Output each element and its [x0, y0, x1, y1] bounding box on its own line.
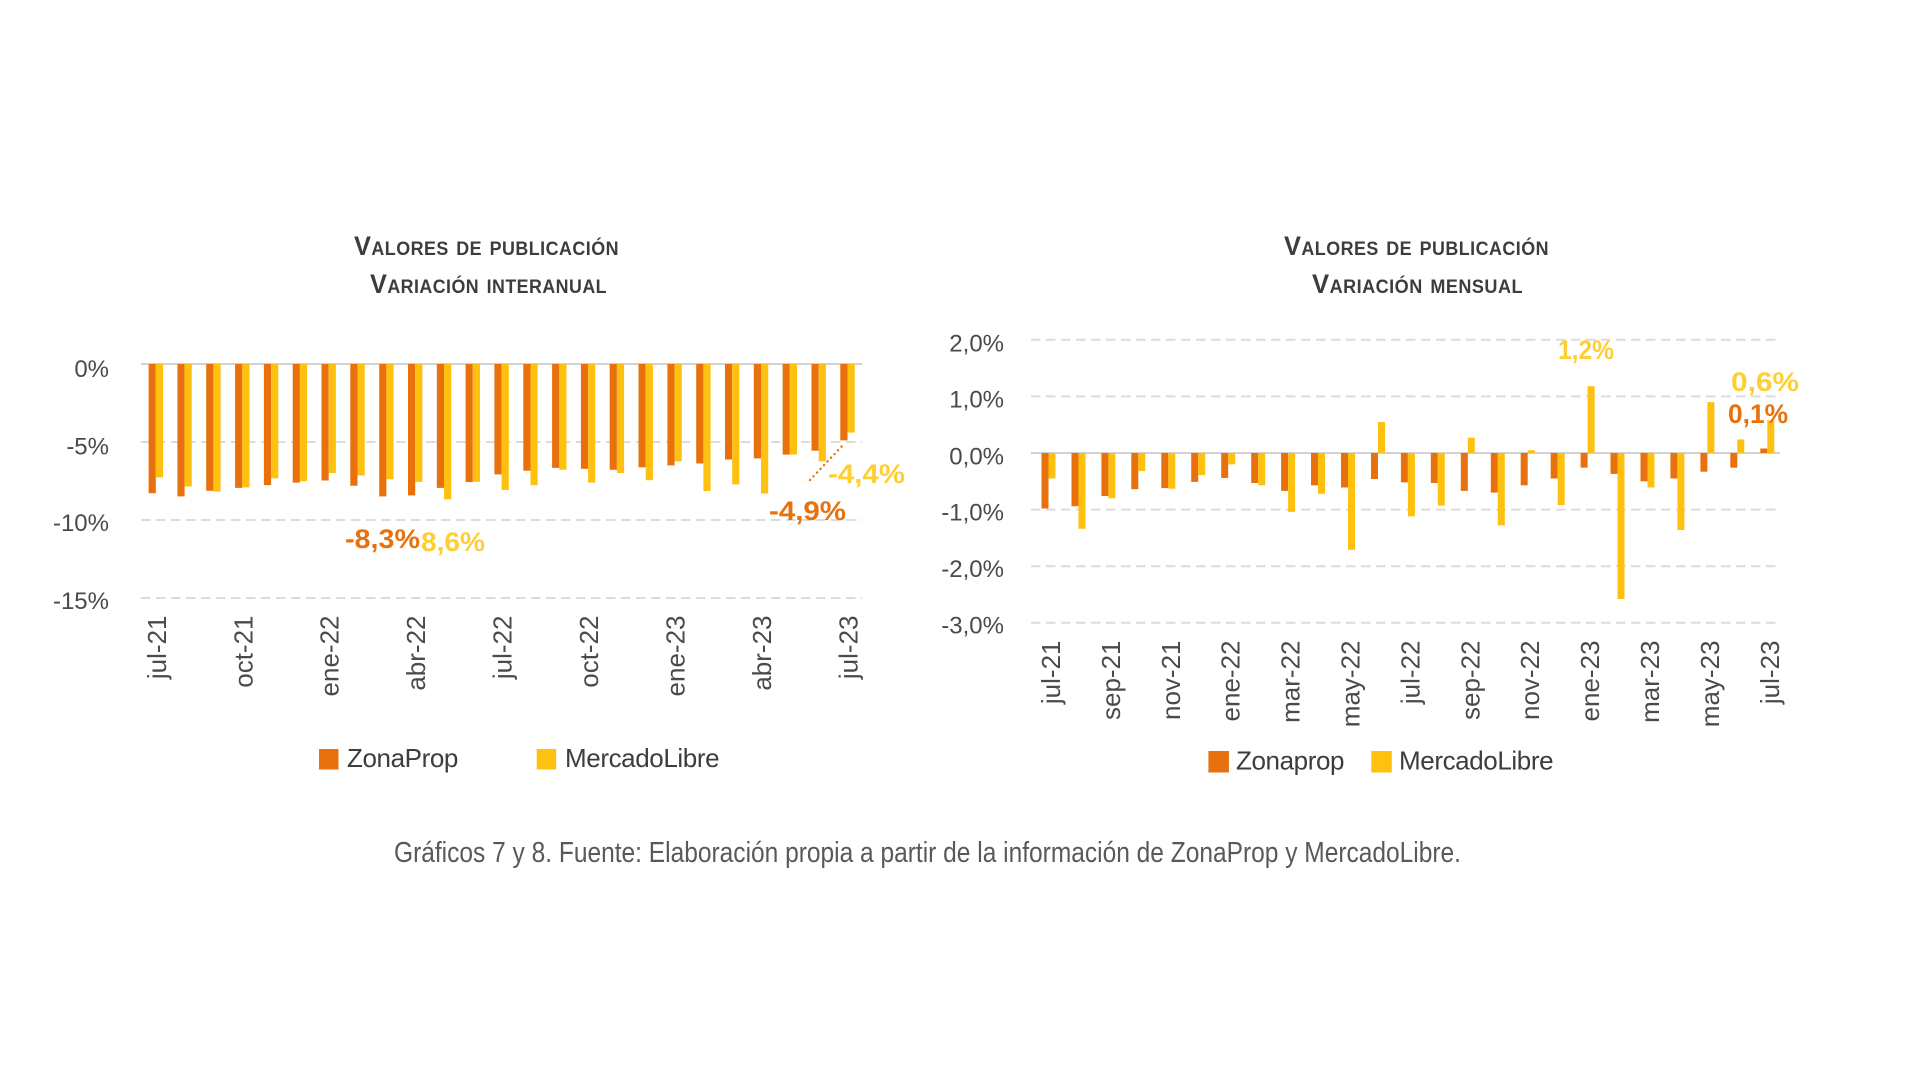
svg-text:nov-22: nov-22: [1515, 641, 1545, 721]
svg-text:-3,0%: -3,0%: [941, 612, 1004, 639]
svg-text:1,0%: 1,0%: [949, 386, 1004, 413]
svg-text:may-22: may-22: [1336, 641, 1366, 728]
svg-text:-15%: -15%: [53, 588, 109, 615]
svg-text:Variación interanual: Variación interanual: [370, 269, 607, 299]
svg-text:ene-23: ene-23: [1575, 641, 1605, 722]
svg-text:-1,0%: -1,0%: [941, 499, 1004, 526]
svg-text:sep-22: sep-22: [1455, 641, 1485, 721]
svg-text:-4,9%: -4,9%: [769, 496, 846, 526]
svg-text:sep-21: sep-21: [1096, 641, 1126, 721]
svg-text:MercadoLibre: MercadoLibre: [1399, 745, 1553, 775]
svg-text:jul-22: jul-22: [488, 616, 518, 681]
svg-text:ene-23: ene-23: [661, 616, 691, 697]
svg-text:0%: 0%: [74, 356, 109, 383]
svg-text:ene-22: ene-22: [1216, 641, 1246, 722]
svg-text:1,2%: 1,2%: [1558, 335, 1614, 365]
svg-text:2,0%: 2,0%: [949, 331, 1004, 358]
svg-text:jul-21: jul-21: [142, 616, 172, 681]
svg-text:jul-22: jul-22: [1395, 641, 1425, 706]
svg-text:8,6%: 8,6%: [421, 527, 485, 557]
svg-text:Variación mensual: Variación mensual: [1312, 269, 1523, 299]
svg-text:mar-23: mar-23: [1635, 641, 1665, 723]
svg-text:0,1%: 0,1%: [1728, 399, 1788, 429]
svg-text:-2,0%: -2,0%: [941, 556, 1004, 583]
svg-text:0,6%: 0,6%: [1731, 367, 1799, 397]
svg-text:Gráficos 7 y 8. Fuente: Elabor: Gráficos 7 y 8. Fuente: Elaboración prop…: [394, 837, 1461, 869]
svg-text:-5%: -5%: [66, 433, 109, 460]
svg-text:Zonaprop: Zonaprop: [1236, 745, 1344, 775]
svg-text:MercadoLibre: MercadoLibre: [565, 743, 719, 773]
svg-text:Valores de publicación: Valores de publicación: [1284, 231, 1549, 261]
svg-text:ene-22: ene-22: [315, 616, 345, 697]
svg-text:nov-21: nov-21: [1156, 641, 1186, 721]
svg-text:oct-22: oct-22: [574, 616, 604, 688]
svg-text:jul-23: jul-23: [1755, 641, 1785, 706]
svg-text:0,0%: 0,0%: [949, 443, 1004, 470]
svg-text:Valores de publicación: Valores de publicación: [354, 231, 619, 261]
svg-text:mar-22: mar-22: [1276, 641, 1306, 723]
svg-text:ZonaProp: ZonaProp: [347, 743, 458, 773]
svg-text:oct-21: oct-21: [228, 616, 258, 688]
svg-text:jul-21: jul-21: [1036, 641, 1066, 706]
svg-text:may-23: may-23: [1695, 641, 1725, 728]
svg-text:abr-22: abr-22: [401, 616, 431, 691]
svg-text:-10%: -10%: [53, 510, 109, 537]
svg-text:jul-23: jul-23: [834, 616, 864, 681]
svg-text:-8,3%: -8,3%: [345, 524, 420, 554]
svg-text:abr-23: abr-23: [747, 616, 777, 691]
svg-text:-4,4%: -4,4%: [828, 459, 905, 489]
